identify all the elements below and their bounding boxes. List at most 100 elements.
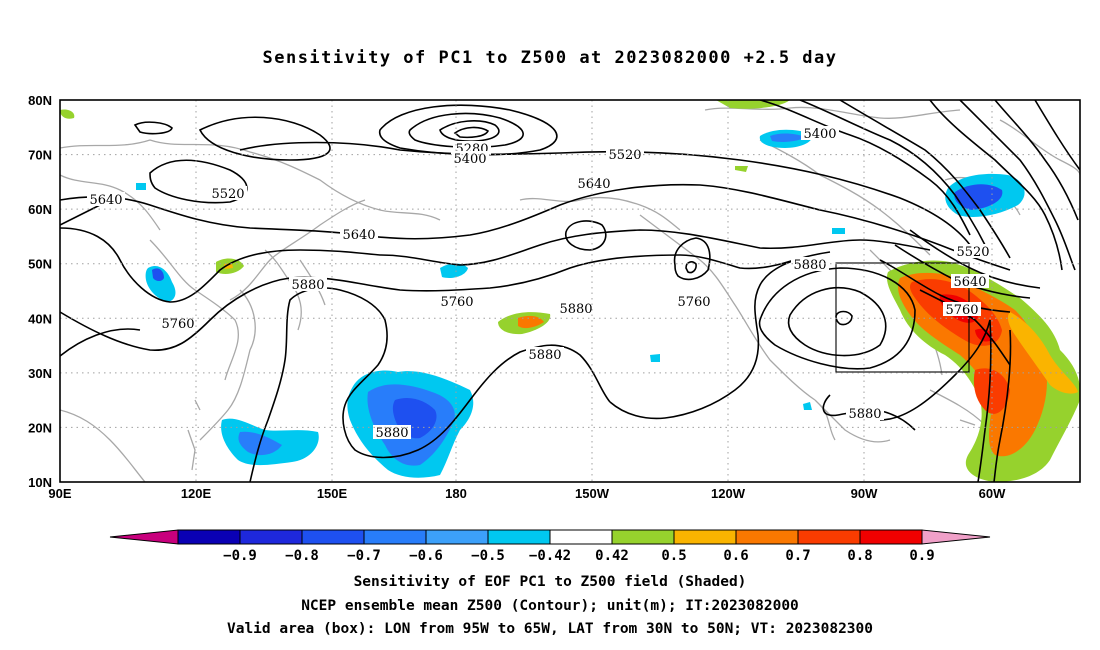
- colorbar-segment: [177, 529, 241, 545]
- contour-label: 5880: [793, 258, 826, 273]
- contour-label-bg: [791, 257, 829, 271]
- colorbar-label: 0.7: [785, 548, 810, 564]
- lat-tick-label: 60N: [28, 202, 52, 217]
- valid-area-box: [835, 262, 970, 373]
- shade-pos-atl-red3: [973, 368, 1010, 414]
- colorbar-label: −0.8: [285, 548, 319, 564]
- contour-label: 5760: [945, 303, 978, 318]
- shade-neg-hudson-core: [954, 184, 1003, 210]
- shade-neg-pac3: [832, 228, 845, 234]
- colorbar-segment: [487, 529, 551, 545]
- colorbar-segment: [239, 529, 303, 545]
- lon-tick-label: 90E: [48, 486, 71, 501]
- shade-pos-pac-core: [518, 315, 544, 329]
- contour-label: 5760: [161, 317, 194, 332]
- shade-pos-can: [735, 166, 748, 172]
- lat-tick-label: 80N: [28, 93, 52, 108]
- contour-label: 5640: [342, 228, 375, 243]
- colorbar-label: 0.5: [661, 548, 686, 564]
- plot-frame: [59, 99, 1081, 483]
- lat-tick-label: 20N: [28, 420, 52, 435]
- colorbar-label: 0.42: [595, 548, 629, 564]
- caption-line-2: NCEP ensemble mean Z500 (Contour); unit(…: [301, 598, 799, 614]
- lat-tick-label: 70N: [28, 148, 52, 163]
- shade-pos-top: [60, 109, 75, 119]
- contour-label-bg: [526, 347, 564, 361]
- contour-label: 5520: [211, 187, 244, 202]
- shade-neg-china-core: [152, 268, 164, 281]
- colorbar-label: −0.9: [223, 548, 257, 564]
- lat-axis: 80N 70N 60N 50N 40N 30N 20N 10N: [28, 93, 52, 490]
- caption-line-1: Sensitivity of EOF PC1 to Z500 field (Sh…: [353, 574, 747, 590]
- lon-tick-label: 150E: [317, 486, 348, 501]
- contour-label-bg: [87, 192, 125, 206]
- lon-tick-label: 180: [445, 486, 467, 501]
- colorbar-segment: [859, 529, 923, 545]
- shade-neg-asia: [136, 183, 146, 190]
- contour-label: 5520: [608, 148, 641, 163]
- colorbar-label: 0.8: [847, 548, 872, 564]
- colorbar-label: −0.7: [347, 548, 381, 564]
- caption-line-3: Valid area (box): LON from 95W to 65W, L…: [226, 621, 873, 637]
- contour-label-bg: [159, 316, 197, 330]
- contour-label: 5400: [453, 152, 486, 167]
- shade-pos-atl-orange2: [1007, 312, 1078, 394]
- colorbar-segment: [549, 529, 613, 545]
- contour-label: 5880: [291, 278, 324, 293]
- colorbar-label: −0.6: [409, 548, 443, 564]
- shading-layer: [60, 100, 1080, 482]
- lon-axis: 90E 120E 150E 180 150W 120W 90W 60W: [48, 486, 1006, 501]
- shade-neg-pac1: [440, 263, 468, 278]
- contour-label: 5640: [89, 193, 122, 208]
- contour-label: 5640: [577, 177, 610, 192]
- contour-label-bg: [340, 227, 378, 241]
- colorbar: −0.9 −0.8 −0.7 −0.6 −0.5 −0.42 0.42 0.5 0.6 0.7 0.…: [109, 529, 991, 564]
- shade-pos-kor-core: [224, 263, 233, 269]
- colorbar-segment: [797, 529, 861, 545]
- colorbar-segment: [673, 529, 737, 545]
- shade-neg-gulf: [803, 402, 812, 410]
- contour-label-bg: [373, 425, 411, 439]
- contour-label-bg: [209, 186, 247, 200]
- contour-label-bg: [951, 274, 989, 288]
- colorbar-label: 0.6: [723, 548, 748, 564]
- contour-label: 5520: [956, 245, 989, 260]
- contour-label-bg: [846, 406, 884, 420]
- colorbar-high-extend: [921, 529, 991, 545]
- lat-tick-label: 10N: [28, 475, 52, 490]
- lat-tick-label: 30N: [28, 366, 52, 381]
- lon-tick-label: 150W: [575, 486, 610, 501]
- contour-label: 5880: [848, 407, 881, 422]
- contour-label-bg: [575, 176, 613, 190]
- contour-label: 5880: [559, 302, 592, 317]
- contour-label-bg: [801, 126, 839, 140]
- contour-label: 5400: [803, 127, 836, 142]
- colorbar-segment: [735, 529, 799, 545]
- lon-tick-label: 90W: [851, 486, 878, 501]
- shade-neg-pac2: [650, 354, 660, 362]
- colorbar-low-extend: [109, 529, 179, 545]
- shade-pos-atl-red2: [975, 328, 993, 342]
- contour-label-bg: [943, 302, 981, 316]
- contour-label-bg: [289, 277, 327, 291]
- contour-labels: 5280540055205400564055205640552056405640…: [87, 126, 992, 441]
- contour-label-bg: [557, 301, 595, 315]
- contour-label-bg: [606, 147, 644, 161]
- map-title: Sensitivity of PC1 to Z500 at 2023082000…: [262, 48, 838, 68]
- colorbar-label: 0.9: [909, 548, 934, 564]
- colorbar-segment: [301, 529, 365, 545]
- contour-label: 5880: [528, 348, 561, 363]
- colorbar-segment: [425, 529, 489, 545]
- contour-label-bg: [438, 294, 476, 308]
- colorbar-label: −0.5: [471, 548, 505, 564]
- contour-label: 5880: [375, 426, 408, 441]
- colorbar-segment: [611, 529, 675, 545]
- lon-tick-label: 120W: [711, 486, 746, 501]
- contour-label: 5640: [953, 275, 986, 290]
- lat-tick-label: 50N: [28, 257, 52, 272]
- colorbar-segment: [363, 529, 427, 545]
- colorbar-label: −0.42: [529, 548, 571, 564]
- shade-neg-arctic-core: [770, 133, 805, 142]
- lat-tick-label: 40N: [28, 311, 52, 326]
